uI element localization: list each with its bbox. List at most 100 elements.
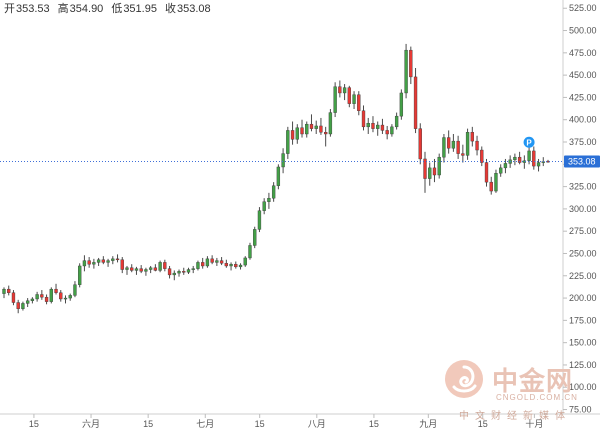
candle-body <box>461 153 465 156</box>
candle <box>376 121 380 136</box>
candle <box>527 147 531 165</box>
candle-body <box>148 267 153 270</box>
candle-body <box>271 185 276 199</box>
x-tick-label: 15 <box>29 419 39 429</box>
candle-body <box>130 267 134 271</box>
candle-body <box>78 265 82 285</box>
candle-body <box>480 149 484 163</box>
candle-body <box>16 302 20 309</box>
candle <box>2 287 6 299</box>
candle <box>167 265 172 279</box>
candle <box>456 135 460 159</box>
candle <box>309 114 314 132</box>
y-tick-label: 425.00 <box>569 92 597 102</box>
candle <box>196 260 200 271</box>
candle-body <box>191 268 195 270</box>
candle-body <box>7 288 11 293</box>
candle-body <box>470 131 474 142</box>
candle-body <box>503 163 508 169</box>
candle <box>338 80 342 98</box>
y-tick-label: 275.00 <box>569 226 597 236</box>
candle <box>324 126 328 147</box>
cngold-watermark: 中金网 CNGOLD.COM.CN 中文财经新媒体 <box>440 355 590 422</box>
candle <box>262 198 266 215</box>
x-tick-label: 15 <box>255 419 265 429</box>
candle <box>423 151 427 193</box>
candle-body <box>290 130 295 140</box>
candle <box>342 84 347 101</box>
candle <box>380 118 385 134</box>
y-tick-label: 375.00 <box>569 137 597 147</box>
y-tick-label: 200.00 <box>569 293 597 303</box>
candle <box>82 255 87 272</box>
candle <box>78 263 82 288</box>
candle <box>399 89 404 120</box>
candle <box>219 257 224 266</box>
close-label: 收 <box>164 3 176 15</box>
candle-body <box>54 288 58 293</box>
candle-body <box>342 87 347 94</box>
candle-body <box>390 126 394 135</box>
candle-body <box>201 262 205 267</box>
marker-label: P <box>526 138 532 147</box>
candle <box>522 155 527 169</box>
candle-body <box>352 94 356 104</box>
candle <box>418 123 422 165</box>
candle <box>451 133 456 152</box>
candle <box>385 125 389 140</box>
candle <box>442 133 446 163</box>
candle-body <box>111 258 115 261</box>
candle <box>21 301 25 311</box>
candle-body <box>2 288 6 294</box>
candle-body <box>404 49 408 94</box>
candle <box>92 258 96 269</box>
candle-body <box>465 131 470 156</box>
marker-badge <box>523 136 535 148</box>
candle-body <box>371 123 375 129</box>
candle-body <box>134 268 139 271</box>
y-tick-label: 225.00 <box>569 271 597 281</box>
candle-body <box>276 166 281 186</box>
candle <box>144 267 148 276</box>
candle <box>413 67 418 134</box>
candle <box>461 144 465 163</box>
candle-body <box>446 137 451 149</box>
candle <box>120 257 124 274</box>
candle <box>314 120 318 134</box>
candle-body <box>380 124 385 131</box>
candle-body <box>489 181 493 192</box>
candle <box>470 126 474 147</box>
candle-body <box>215 260 219 263</box>
x-tick-label: 15 <box>478 419 488 429</box>
x-tick-label: 十月 <box>525 418 543 429</box>
candle-body <box>399 92 404 117</box>
candle-body <box>428 167 432 179</box>
candle <box>253 226 257 249</box>
low-value: 351.95 <box>123 3 157 15</box>
candle <box>30 297 35 304</box>
candle-body <box>44 296 49 302</box>
candle-body <box>484 162 489 183</box>
high-value: 354.90 <box>69 3 104 15</box>
y-tick-label: 500.00 <box>569 26 597 36</box>
candle-body <box>423 158 427 179</box>
candle <box>300 119 304 138</box>
candle <box>238 263 243 270</box>
y-tick-label: 100.00 <box>569 382 597 392</box>
candle <box>201 257 205 269</box>
candle-body <box>234 263 238 268</box>
y-tick-label: 525.00 <box>569 3 597 13</box>
candle <box>394 112 399 130</box>
candle <box>35 291 39 302</box>
candle <box>186 267 191 274</box>
candle-body <box>257 210 262 230</box>
candle <box>267 192 271 209</box>
candle <box>96 257 101 266</box>
candle-body <box>517 156 522 163</box>
candle <box>16 299 20 314</box>
candle <box>139 265 143 274</box>
candle-body <box>253 229 257 246</box>
candle-body <box>281 153 285 168</box>
